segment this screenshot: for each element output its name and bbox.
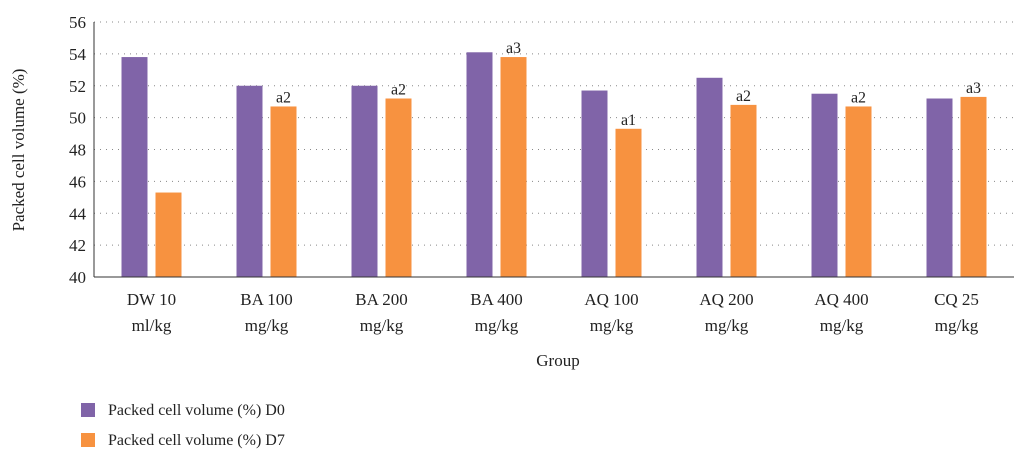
bar-d7: [730, 104, 757, 277]
bar-annotations: a2 a2 a3 a1 a2 a2 a3: [276, 40, 981, 129]
x-tick-label: BA 200: [355, 290, 407, 309]
x-axis-title: Group: [536, 351, 579, 370]
bar-annotation: a2: [391, 82, 406, 99]
bars: [121, 52, 987, 277]
bar-d0: [581, 90, 608, 277]
y-tick-label: 42: [69, 236, 86, 255]
bar-d7: [385, 98, 412, 277]
x-tick-label: DW 10: [127, 290, 176, 309]
x-tick-label: BA 400: [470, 290, 522, 309]
y-tick-label: 48: [69, 141, 86, 160]
legend-swatch-d0: [81, 403, 95, 417]
x-tick-label-line2: mg/kg: [820, 316, 864, 335]
bar-d7: [500, 57, 527, 277]
y-tick-labels: 40 42 44 46 48 50 52 54 56: [69, 13, 87, 287]
bar-d0: [121, 57, 148, 277]
bar-d0: [811, 93, 838, 277]
y-tick-label: 44: [69, 204, 87, 223]
gridlines: [94, 21, 1014, 246]
y-tick-label: 52: [69, 77, 86, 96]
x-tick-label-line2: mg/kg: [360, 316, 404, 335]
bar-d0: [696, 77, 723, 277]
bar-annotation: a3: [966, 80, 981, 97]
bar-annotation: a2: [851, 89, 866, 106]
x-tick-label: CQ 25: [934, 290, 979, 309]
y-tick-label: 56: [69, 13, 86, 32]
x-tick-label: AQ 100: [584, 290, 638, 309]
y-tick-label: 40: [69, 268, 86, 287]
bar-annotation: a2: [276, 89, 291, 106]
y-axis-title: Packed cell volume (%): [9, 69, 28, 232]
x-tick-label-line2: ml/kg: [132, 316, 172, 335]
bar-annotation: a2: [736, 88, 751, 105]
x-tick-label-line2: mg/kg: [245, 316, 289, 335]
axes: [93, 22, 1014, 278]
x-tick-label-line2: mg/kg: [935, 316, 979, 335]
bar-d0: [351, 85, 378, 277]
x-tick-label-line2: mg/kg: [705, 316, 749, 335]
bar-d7: [155, 192, 182, 277]
x-tick-label-line2: mg/kg: [590, 316, 634, 335]
bar-d0: [236, 85, 263, 277]
legend-swatch-d7: [81, 433, 95, 447]
x-tick-label: BA 100: [240, 290, 292, 309]
bar-d7: [615, 128, 642, 277]
legend: Packed cell volume (%) D0 Packed cell vol…: [81, 402, 285, 449]
y-tick-label: 54: [69, 45, 87, 64]
x-tick-labels: DW 10 ml/kg BA 100 mg/kg BA 200 mg/kg BA 400 mg…: [127, 290, 979, 335]
x-tick-label: AQ 400: [814, 290, 868, 309]
bar-d7: [960, 96, 987, 277]
y-tick-label: 50: [69, 109, 86, 128]
bar-annotation: a3: [506, 40, 521, 57]
bar-d0: [466, 52, 493, 277]
bar-d7: [845, 106, 872, 277]
legend-label-d0: Packed cell volume (%) D0: [108, 402, 285, 419]
bar-annotation: a1: [621, 112, 636, 129]
x-tick-label: AQ 200: [699, 290, 753, 309]
bar-d7: [270, 106, 297, 277]
legend-label-d7: Packed cell volume (%) D7: [108, 432, 285, 449]
y-tick-label: 46: [69, 172, 86, 191]
bar-d0: [926, 98, 953, 277]
x-tick-label-line2: mg/kg: [475, 316, 519, 335]
